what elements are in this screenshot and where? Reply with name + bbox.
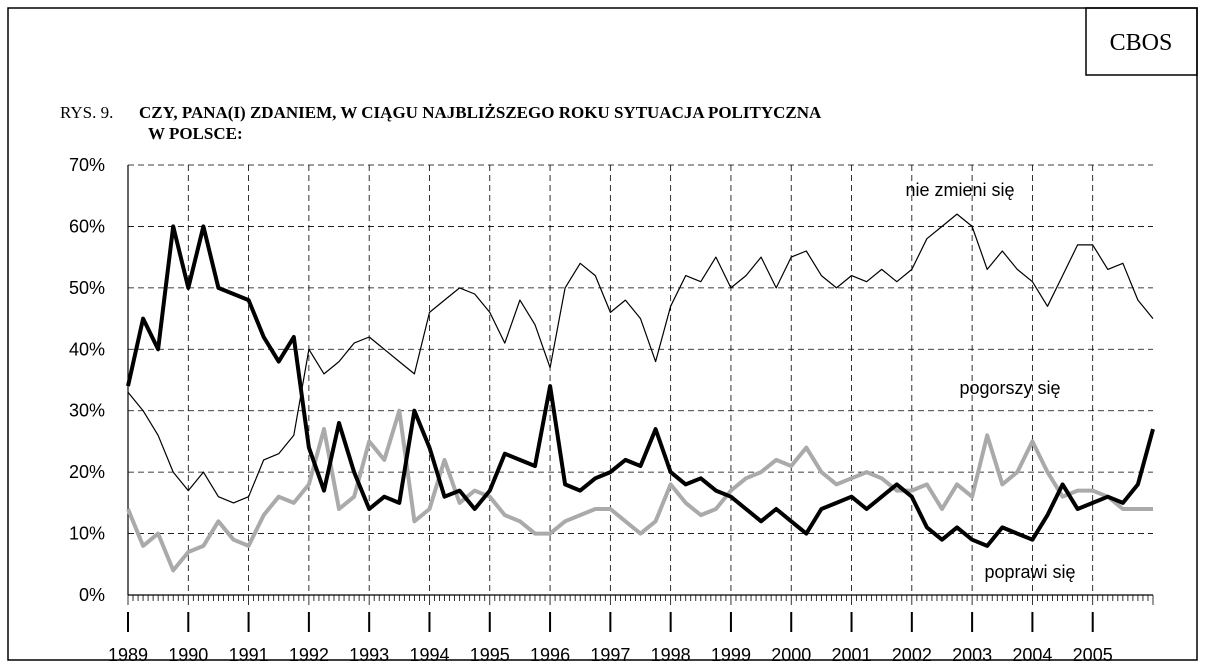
x-tick-label: 2000 [771, 645, 811, 665]
x-tick-label: 1999 [711, 645, 751, 665]
x-tick-label: 1997 [590, 645, 630, 665]
data-line [126, 224, 1155, 548]
x-tick-label: 1991 [229, 645, 269, 665]
y-tick-label: 30% [69, 401, 105, 421]
frame [7, 7, 1198, 661]
x-tick-label: 2001 [832, 645, 872, 665]
source: CBOS [1110, 30, 1173, 56]
x-tick-label: 2003 [952, 645, 992, 665]
x-tick-label: 2002 [892, 645, 932, 665]
x-tick-label: 1995 [470, 645, 510, 665]
x-tick-label: 1992 [289, 645, 329, 665]
x-tick-label: 1994 [409, 645, 449, 665]
y-tick-label: 0% [79, 585, 105, 605]
x-tick-label: 1990 [168, 645, 208, 665]
series-label: pogorszy się [959, 378, 1060, 398]
y-tick-label: 50% [69, 278, 105, 298]
x-tick-label: 1993 [349, 645, 389, 665]
figure-label: RYS. 9. [60, 103, 113, 122]
chart-title: CZY, PANA(I) ZDANIEM, W CIĄGU NAJBLIŻSZE… [139, 103, 822, 122]
data-line [127, 213, 1154, 504]
y-tick-label: 20% [69, 462, 105, 482]
x-tick-label: 1989 [108, 645, 148, 665]
series-label: poprawi się [984, 562, 1075, 582]
source-box [1085, 7, 1198, 76]
x-tick-label: 2005 [1073, 645, 1113, 665]
series-label: nie zmieni się [905, 180, 1014, 200]
y-tick-label: 60% [69, 216, 105, 236]
x-tick-label: 1996 [530, 645, 570, 665]
x-tick-label: 1998 [651, 645, 691, 665]
y-tick-label: 40% [69, 339, 105, 359]
y-tick-label: 10% [69, 524, 105, 544]
chart-title: W POLSCE: [148, 124, 243, 143]
data-line [126, 408, 1153, 573]
y-tick-label: 70% [69, 155, 105, 175]
x-tick-label: 2004 [1012, 645, 1052, 665]
